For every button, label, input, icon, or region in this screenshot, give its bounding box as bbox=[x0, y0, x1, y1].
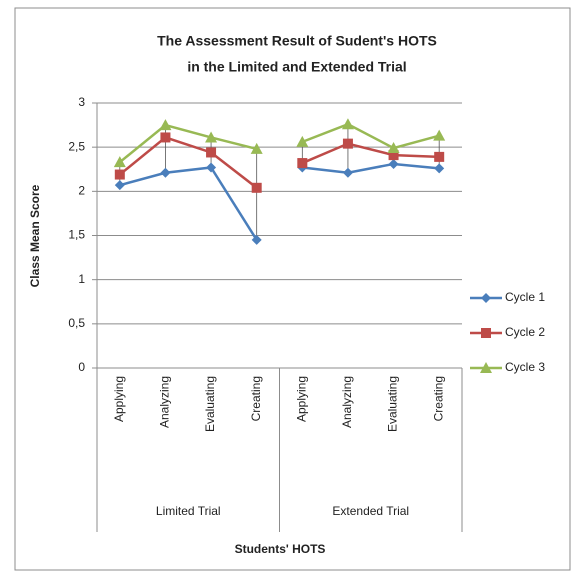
marker bbox=[433, 129, 446, 141]
marker bbox=[251, 182, 262, 193]
chart-border bbox=[14, 7, 571, 571]
marker bbox=[250, 142, 263, 154]
marker bbox=[481, 328, 491, 338]
y-tick-label: 0 bbox=[78, 360, 85, 374]
marker bbox=[297, 158, 308, 169]
series-line bbox=[301, 122, 440, 150]
chart-title: in the Limited and Extended Trial bbox=[187, 59, 406, 75]
marker bbox=[206, 162, 217, 173]
y-tick-label: 1,5 bbox=[68, 228, 85, 242]
marker bbox=[480, 362, 492, 373]
x-axis-title: Students' HOTS bbox=[235, 542, 326, 556]
marker bbox=[388, 150, 399, 161]
x-tick-label: Creating bbox=[249, 376, 263, 421]
series-line bbox=[301, 142, 440, 165]
marker bbox=[342, 138, 353, 149]
x-tick-label: Creating bbox=[431, 376, 445, 421]
group-label: Limited Trial bbox=[156, 504, 221, 518]
marker bbox=[206, 147, 217, 158]
y-tick-label: 3 bbox=[78, 95, 85, 109]
marker bbox=[159, 119, 172, 131]
series-line bbox=[302, 162, 440, 175]
marker bbox=[205, 131, 218, 143]
marker bbox=[296, 135, 309, 147]
marker bbox=[251, 234, 262, 245]
x-tick-label: Applying bbox=[294, 376, 308, 422]
y-tick-label: 0,5 bbox=[68, 316, 85, 330]
marker bbox=[481, 293, 491, 303]
x-tick-label: Evaluating bbox=[386, 376, 400, 432]
marker bbox=[113, 156, 126, 168]
marker bbox=[114, 180, 125, 191]
legend-label: Cycle 1 bbox=[505, 290, 545, 304]
marker bbox=[160, 167, 171, 178]
marker bbox=[388, 158, 399, 169]
legend-label: Cycle 2 bbox=[505, 325, 545, 339]
marker bbox=[160, 132, 171, 143]
marker bbox=[342, 167, 353, 178]
y-axis-title: Class Mean Score bbox=[28, 184, 42, 287]
marker bbox=[387, 142, 400, 154]
x-tick-label: Applying bbox=[112, 376, 126, 422]
series-line bbox=[119, 166, 258, 241]
marker bbox=[114, 169, 125, 180]
series-line bbox=[119, 136, 258, 189]
marker bbox=[341, 118, 354, 130]
marker bbox=[434, 151, 445, 162]
y-tick-label: 2,5 bbox=[68, 139, 85, 153]
chart-title: The Assessment Result of Sudent's HOTS bbox=[157, 33, 437, 49]
x-tick-label: Analyzing bbox=[340, 376, 354, 428]
legend-label: Cycle 3 bbox=[505, 360, 545, 374]
marker bbox=[434, 163, 445, 174]
group-label: Extended Trial bbox=[332, 504, 409, 518]
series-line bbox=[119, 123, 257, 164]
x-tick-label: Analyzing bbox=[158, 376, 172, 428]
y-tick-label: 2 bbox=[78, 184, 85, 198]
y-tick-label: 1 bbox=[78, 272, 85, 286]
x-tick-label: Evaluating bbox=[203, 376, 217, 432]
